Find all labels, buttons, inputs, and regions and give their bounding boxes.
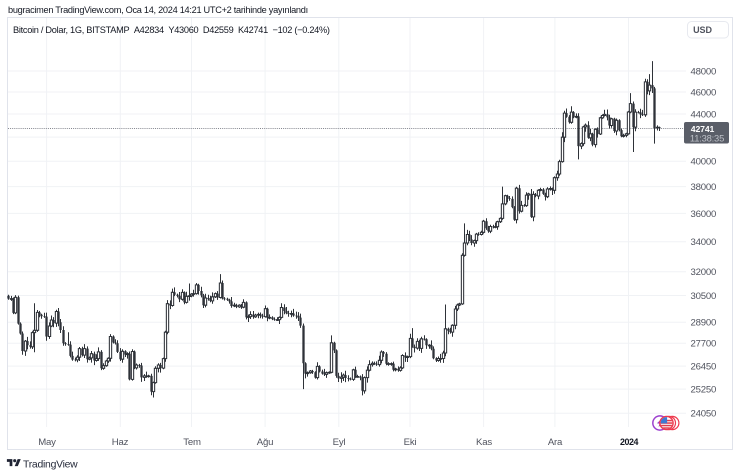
svg-text:Eki: Eki [404,437,417,448]
svg-text:42741: 42741 [691,124,715,134]
svg-text:Bitcoin / Dolar, 1G, BITSTAMP: Bitcoin / Dolar, 1G, BITSTAMP A42834 Y43… [13,25,330,35]
svg-text:40000: 40000 [691,157,717,168]
svg-text:24050: 24050 [691,409,717,420]
svg-text:USD: USD [693,25,712,35]
svg-text:30500: 30500 [691,291,717,302]
svg-text:Kas: Kas [476,437,492,448]
svg-text:2024: 2024 [620,437,638,447]
svg-text:25250: 25250 [691,385,717,396]
svg-text:11:38:35: 11:38:35 [690,132,724,143]
svg-text:32000: 32000 [691,267,717,278]
svg-text:44000: 44000 [691,109,717,120]
svg-text:27700: 27700 [691,339,717,350]
svg-text:bugracimen TradingView.com, Oc: bugracimen TradingView.com, Oca 14, 2024… [8,5,308,15]
svg-text:Eyl: Eyl [333,437,346,448]
svg-text:Tem: Tem [183,437,201,448]
svg-text:46000: 46000 [691,87,717,98]
svg-text:Ara: Ara [548,437,563,448]
svg-text:28900: 28900 [691,318,717,329]
svg-text:38000: 38000 [691,182,717,193]
svg-text:Haz: Haz [112,437,129,448]
svg-text:34000: 34000 [691,237,717,248]
svg-text:36000: 36000 [691,209,717,220]
svg-text:TradingView: TradingView [23,460,78,471]
svg-text:May: May [38,437,56,448]
svg-text:48000: 48000 [691,66,717,77]
svg-text:26450: 26450 [691,362,717,373]
svg-text:Ağu: Ağu [257,437,273,448]
